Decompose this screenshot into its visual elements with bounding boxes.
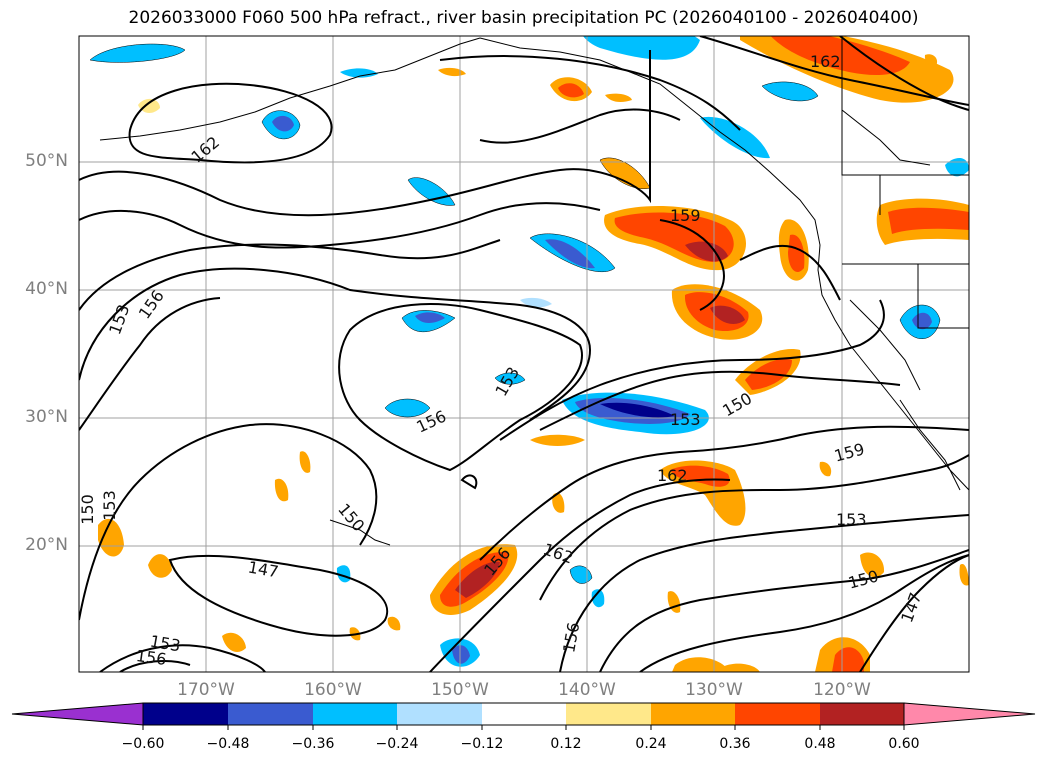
colorbar-tick-label: −0.24	[375, 736, 419, 752]
lat-label-40n: 40°N	[25, 279, 68, 299]
colorbar-extend-max	[903, 702, 1036, 726]
colorbar-tick-label: 0.36	[719, 736, 751, 752]
contour-label: 153	[99, 490, 119, 521]
contour-label: 156	[134, 645, 168, 670]
lon-label-170w: 170°W	[177, 680, 235, 700]
contour-label: 162	[810, 52, 841, 71]
coastlines	[99, 36, 969, 546]
colorbar	[11, 702, 1036, 730]
colorbar-tick-label: −0.48	[206, 736, 250, 752]
contour-label: 162	[657, 466, 688, 485]
precip-shading	[89, 36, 969, 672]
lon-label-120w: 120°W	[813, 680, 871, 700]
colorbar-tick-label: −0.36	[291, 736, 335, 752]
colorbar-tick-label: 0.12	[550, 736, 582, 752]
height-contours	[79, 36, 969, 672]
colorbar-extend-min	[11, 702, 144, 726]
colorbar-tick-label: 0.60	[888, 736, 920, 752]
lon-label-130w: 130°W	[685, 680, 743, 700]
lat-label-30n: 30°N	[25, 407, 68, 427]
colorbar-tick-label: 0.48	[804, 736, 836, 752]
lat-label-50n: 50°N	[25, 151, 68, 171]
map-title: 2026033000 F060 500 hPa refract., river …	[128, 8, 919, 28]
lon-label-150w: 150°W	[431, 680, 489, 700]
contour-label: 153	[670, 410, 701, 429]
lon-label-140w: 140°W	[558, 680, 616, 700]
lat-label-20n: 20°N	[25, 535, 68, 555]
map-frame	[78, 35, 970, 673]
colorbar-tick-label: 0.24	[635, 736, 667, 752]
contour-label: 159	[670, 206, 701, 225]
colorbar-tick-label: −0.60	[121, 736, 165, 752]
contour-label: 153	[836, 510, 867, 529]
contour-label: 150	[77, 494, 97, 525]
colorbar-tick-label: −0.12	[460, 736, 504, 752]
lon-label-160w: 160°W	[304, 680, 362, 700]
